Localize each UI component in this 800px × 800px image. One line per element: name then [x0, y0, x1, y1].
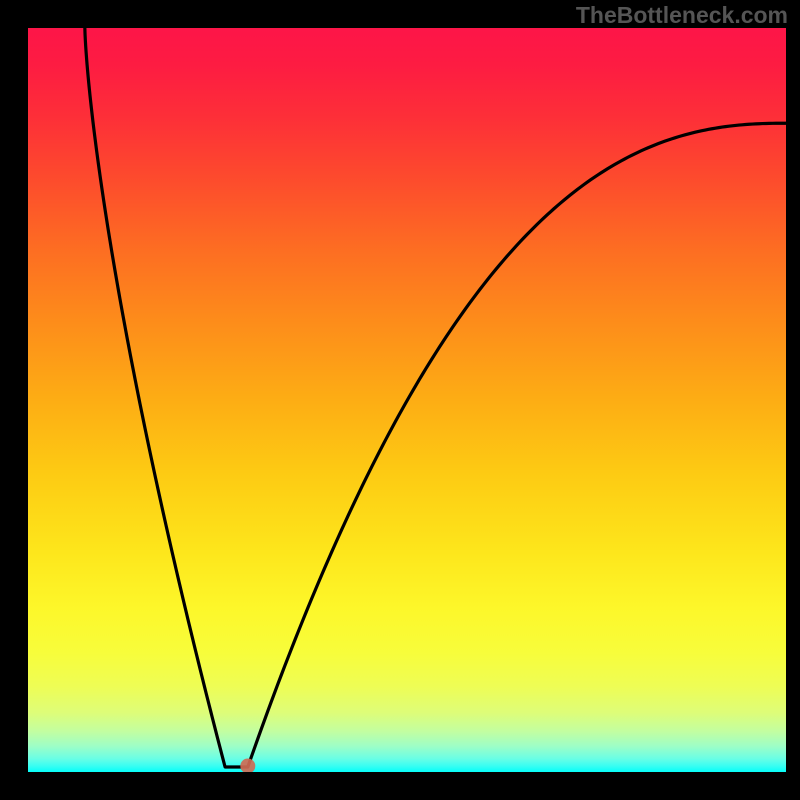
plot-svg: [28, 28, 786, 772]
watermark-text: TheBottleneck.com: [576, 2, 788, 29]
plot-area: [28, 28, 786, 772]
